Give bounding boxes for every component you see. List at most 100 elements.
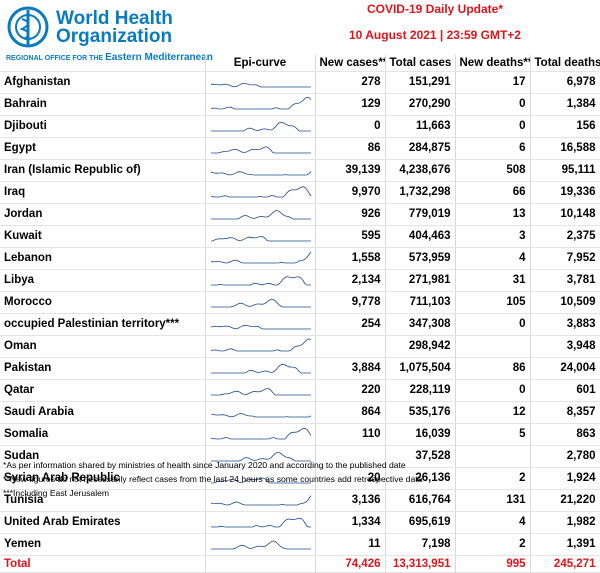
epi-curve <box>210 299 311 308</box>
number-cell: 0 <box>455 115 531 139</box>
number-cell: 1,558 <box>315 247 386 271</box>
number-cell: 105 <box>455 291 531 315</box>
who-emblem <box>7 6 49 48</box>
number-cell: 0 <box>455 379 531 403</box>
number-cell: 1,384 <box>530 93 600 117</box>
epi-curve <box>210 186 311 198</box>
name-cell: Total <box>0 555 206 573</box>
epi-curve <box>210 236 311 242</box>
epi-line <box>210 495 311 506</box>
epi-curve <box>210 388 311 396</box>
name-cell: Pakistan <box>0 357 206 381</box>
epi-cell <box>205 159 316 183</box>
number-cell: 66 <box>455 181 531 205</box>
number-cell: 573,959 <box>385 247 456 271</box>
number-cell: 535,176 <box>385 401 456 425</box>
epi-line <box>210 363 311 374</box>
epi-line <box>210 299 311 308</box>
footnote: ***Including East Jerusalem <box>3 488 110 498</box>
number-cell: 156 <box>530 115 600 139</box>
epi-curve <box>210 363 311 374</box>
epi-cell <box>205 511 316 535</box>
number-cell: 16,039 <box>385 423 456 447</box>
number-cell: 3,781 <box>530 269 600 293</box>
row: Djibouti 0 11,663 0 156 <box>0 115 600 139</box>
number-cell: 4 <box>455 511 531 535</box>
name-cell: Djibouti <box>0 115 206 139</box>
row: Qatar 220 228,119 0 601 <box>0 379 600 403</box>
number-cell: 86 <box>315 137 386 161</box>
epi-curve <box>210 171 311 176</box>
header-cell: Epi-curve <box>205 55 316 73</box>
row: Kuwait 595 404,463 3 2,375 <box>0 225 600 249</box>
row: Bahrain 129 270,290 0 1,384 <box>0 93 600 117</box>
number-cell: 0 <box>455 93 531 117</box>
epi-line <box>210 413 311 418</box>
number-cell: 86 <box>455 357 531 381</box>
number-cell: 19,336 <box>530 181 600 205</box>
epi-cell <box>205 401 316 425</box>
epi-cell <box>205 291 316 315</box>
epi-curve <box>210 517 311 528</box>
number-cell: 95,111 <box>530 159 600 183</box>
epi-cell <box>205 93 316 117</box>
number-cell <box>315 335 386 359</box>
epi-curve <box>210 83 311 88</box>
number-cell: 711,103 <box>385 291 456 315</box>
number-cell: 12 <box>455 401 531 425</box>
number-cell: 995 <box>455 555 531 573</box>
header-row: Epi-curve New cases** Total cases New death… <box>0 55 600 73</box>
name-cell: Iran (Islamic Republic of) <box>0 159 206 183</box>
epi-line <box>210 325 311 330</box>
number-cell: 4,238,676 <box>385 159 456 183</box>
row: Oman 298,942 3,948 <box>0 335 600 359</box>
number-cell: 9,778 <box>315 291 386 315</box>
epi-line <box>210 97 311 110</box>
number-cell: 1,334 <box>315 511 386 535</box>
name-cell: Sudan <box>0 445 206 469</box>
epi-cell <box>205 71 316 95</box>
number-cell: 284,875 <box>385 137 456 161</box>
number-cell: 16,588 <box>530 137 600 161</box>
epi-curve <box>210 413 311 418</box>
row: Pakistan 3,884 1,075,504 86 24,004 <box>0 357 600 381</box>
number-cell: 278 <box>315 71 386 95</box>
number-cell: 595 <box>315 225 386 249</box>
epi-cell <box>205 533 316 557</box>
name-cell: Lebanon <box>0 247 206 271</box>
name-cell: Somalia <box>0 423 206 447</box>
epi-curve <box>210 325 311 330</box>
name-cell: Morocco <box>0 291 206 315</box>
number-cell: 1,924 <box>530 467 600 491</box>
number-cell: 254 <box>315 313 386 337</box>
number-cell: 74,426 <box>315 555 386 573</box>
number-cell: 270,290 <box>385 93 456 117</box>
epi-cell <box>205 313 316 337</box>
number-cell: 271,981 <box>385 269 456 293</box>
epi-cell <box>205 489 316 513</box>
row: Yemen 11 7,198 2 1,391 <box>0 533 600 557</box>
epi-cell <box>205 467 316 491</box>
header-cell: Total cases <box>385 55 456 73</box>
header-cell: Total deaths <box>530 55 600 73</box>
row: Libya 2,134 271,981 31 3,781 <box>0 269 600 293</box>
name-cell: Qatar <box>0 379 206 403</box>
name-cell: Kuwait <box>0 225 206 249</box>
epi-cell <box>205 555 316 573</box>
name-cell: occupied Palestinian territory*** <box>0 313 206 337</box>
row: Iran (Islamic Republic of) 39,139 4,238,67… <box>0 159 600 183</box>
number-cell: 17 <box>455 71 531 95</box>
header-cell: New cases** <box>315 55 386 73</box>
number-cell: 779,019 <box>385 203 456 227</box>
name-cell: Jordan <box>0 203 206 227</box>
row: Sudan 37,528 2,780 <box>0 445 600 469</box>
epi-line <box>210 236 311 242</box>
name-cell: Bahrain <box>0 93 206 117</box>
name-cell: Saudi Arabia <box>0 401 206 425</box>
epi-cell <box>205 225 316 249</box>
epi-curve <box>210 97 311 110</box>
name-cell: United Arab Emirates <box>0 511 206 535</box>
row: Lebanon 1,558 573,959 4 7,952 <box>0 247 600 271</box>
epi-curve <box>210 146 311 154</box>
number-cell: 601 <box>530 379 600 403</box>
